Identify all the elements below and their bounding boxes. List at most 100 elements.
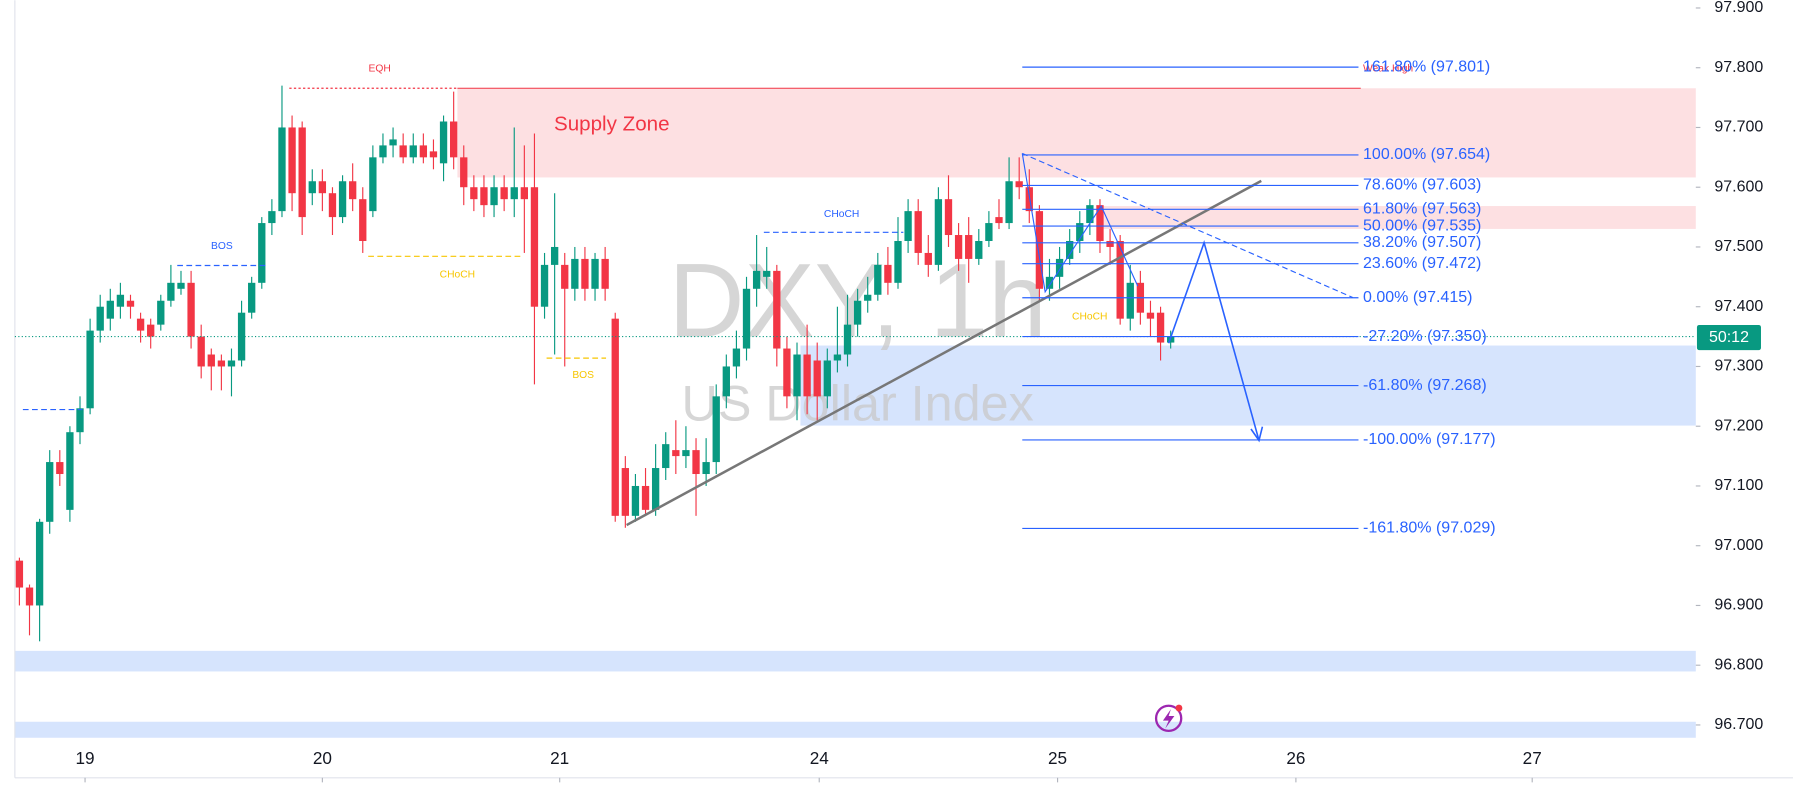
candle-body — [864, 294, 872, 301]
lightning-bolt — [1162, 709, 1175, 729]
candle-body — [520, 187, 529, 200]
candle-body — [389, 139, 397, 146]
candle-body — [722, 366, 730, 397]
notification-dot — [1175, 704, 1183, 712]
candle-body — [813, 360, 821, 397]
fib-label: 161.80% (97.801) — [1363, 58, 1490, 75]
y-tick-label: 97.600 — [1714, 178, 1763, 195]
candle-body — [793, 354, 801, 397]
candle-body — [1126, 282, 1134, 319]
candle-body — [490, 187, 498, 206]
annotation: EQH — [368, 64, 390, 75]
candle-body — [328, 193, 337, 218]
x-tick-label: 24 — [810, 748, 830, 768]
candle-body — [995, 217, 1003, 224]
annotation: BOS — [572, 370, 594, 381]
annotation: CHoCH — [440, 269, 475, 280]
candle-body — [763, 270, 771, 277]
candle-body — [439, 121, 448, 164]
fib-diagonal — [1022, 152, 1353, 299]
candle-body — [631, 485, 640, 516]
candle-body — [480, 187, 488, 206]
candle-body — [662, 444, 670, 469]
candle-body — [147, 324, 155, 337]
candle-body — [248, 282, 256, 313]
candle-body — [1066, 240, 1074, 259]
candle-body — [884, 264, 892, 283]
candle-body — [561, 264, 569, 289]
candle-body — [66, 432, 74, 510]
y-tick-label: 97.000 — [1714, 537, 1763, 554]
y-tick-label: 97.200 — [1714, 417, 1763, 434]
candle-body — [500, 187, 508, 200]
candle-body — [894, 240, 902, 283]
candle-body — [924, 252, 932, 265]
supply-zone — [457, 88, 1696, 178]
candle-body — [874, 264, 882, 295]
candle-body — [96, 306, 104, 331]
candle-body — [207, 354, 215, 367]
candle-body — [833, 354, 842, 361]
fib-label: 38.20% (97.507) — [1363, 234, 1481, 251]
demand-zone-low — [14, 650, 1696, 672]
candle-body — [369, 157, 377, 212]
candle-body — [550, 246, 559, 265]
annotation: Weak High — [1363, 64, 1413, 75]
fib-label: -161.80% (97.029) — [1363, 520, 1496, 537]
candle-body — [934, 199, 943, 265]
candle-body — [985, 223, 993, 241]
candle-body — [359, 199, 367, 241]
x-tick-label: 19 — [76, 748, 95, 768]
candle-body — [1106, 240, 1114, 247]
lightning-icon[interactable] — [1154, 704, 1183, 733]
candle-body — [187, 282, 195, 337]
candle-body — [157, 300, 165, 325]
candle-body — [419, 145, 428, 158]
candle-body — [258, 223, 266, 283]
candle-body — [732, 348, 741, 367]
marks — [14, 85, 1696, 642]
candle-body — [136, 318, 145, 331]
y-tick-label: 96.900 — [1714, 597, 1763, 614]
candle-body — [308, 181, 316, 194]
candle-body — [1055, 258, 1064, 277]
candle-body — [853, 300, 862, 325]
fib-label: -61.80% (97.268) — [1363, 377, 1487, 394]
candle-body — [116, 294, 125, 307]
demand-zone-bottom — [14, 721, 1696, 738]
supply-zone-small — [1097, 206, 1696, 229]
candle-body — [46, 462, 54, 522]
candle-body — [1116, 240, 1124, 319]
x-tick-label: 20 — [313, 748, 332, 768]
candle-body — [409, 145, 417, 158]
candle-body — [25, 587, 34, 606]
fib-label: -100.00% (97.177) — [1363, 431, 1496, 448]
x-tick-label: 21 — [550, 748, 569, 768]
candle-body — [288, 127, 296, 194]
annotation: CHoCH — [824, 209, 859, 220]
candle-body — [278, 127, 286, 212]
candle-body — [965, 235, 973, 259]
y-tick-label: 96.800 — [1714, 656, 1763, 673]
candle-body — [773, 270, 781, 349]
candle-body — [581, 258, 589, 289]
candle-body — [803, 354, 811, 397]
candle-body — [712, 396, 720, 463]
candle-body — [540, 264, 549, 307]
y-tick-label: 97.900 — [1714, 0, 1763, 16]
candle-body — [268, 211, 276, 224]
candle-body — [1096, 205, 1104, 241]
candle-body — [651, 468, 660, 510]
candle-body — [1146, 312, 1155, 319]
candle-body — [1156, 312, 1165, 343]
candle-body — [298, 127, 306, 218]
candle-body — [692, 450, 700, 475]
fib-label: -27.20% (97.350) — [1363, 328, 1487, 345]
candle-body — [591, 258, 599, 289]
candle-body — [702, 462, 710, 475]
candle-body — [126, 300, 135, 307]
candle-body — [944, 199, 953, 236]
fib-label: 61.80% (97.563) — [1363, 201, 1481, 218]
y-tick-label: 97.700 — [1714, 119, 1763, 136]
candle-body — [641, 485, 650, 510]
